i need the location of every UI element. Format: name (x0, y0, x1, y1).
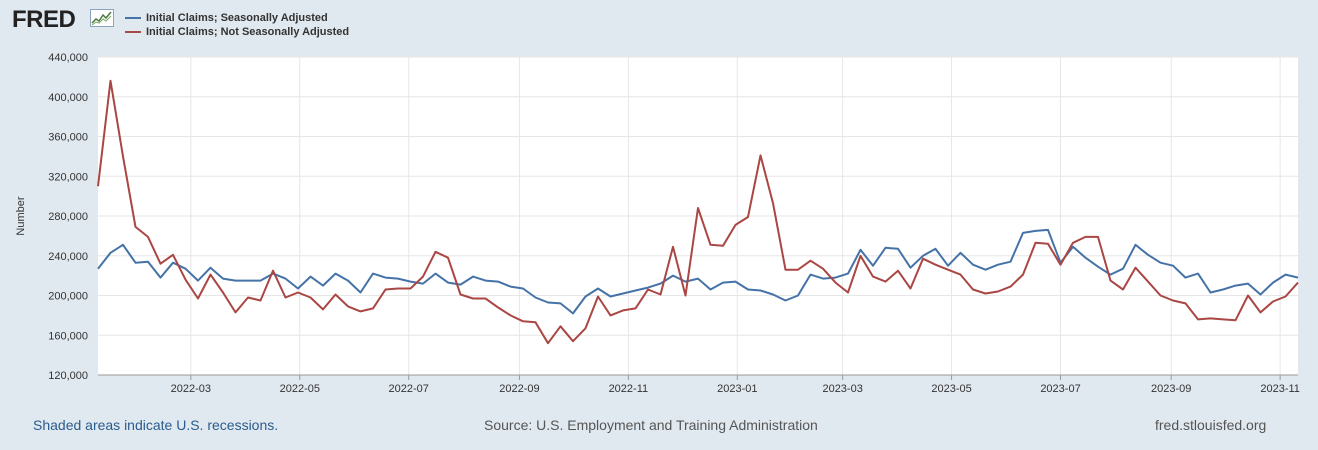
y-axis: 120,000 160,000 200,000 240,000 280,000 320,0… (48, 52, 88, 382)
x-tick-label: 2023-11 (1260, 383, 1300, 395)
y-tick-label: 400,000 (48, 92, 88, 104)
legend-label: Initial Claims; Not Seasonally Adjusted (146, 26, 350, 38)
source-text: Source: U.S. Employment and Training Adm… (484, 417, 818, 433)
sparkline-chart-icon (90, 9, 114, 27)
legend-swatch (125, 31, 141, 33)
line-chart[interactable]: 120,000 160,000 200,000 240,000 280,000 320,0… (0, 0, 1318, 410)
x-tick-label: 2022-09 (499, 383, 539, 395)
y-tick-label: 160,000 (48, 330, 88, 342)
x-tick-label: 2022-11 (609, 383, 649, 395)
site-link[interactable]: fred.stlouisfed.org (1155, 417, 1267, 433)
x-tick-label: 2022-07 (389, 383, 429, 395)
y-tick-label: 280,000 (48, 211, 88, 223)
y-tick-label: 120,000 (48, 370, 88, 382)
x-tick-label: 2023-03 (822, 383, 862, 395)
x-tick-label: 2022-03 (171, 383, 211, 395)
recession-note: Shaded areas indicate U.S. recessions. (33, 417, 279, 433)
legend-item-seasonally-adjusted[interactable]: Initial Claims; Seasonally Adjusted (125, 11, 349, 25)
fred-logo[interactable]: FRED (12, 6, 76, 33)
x-tick-label: 2023-09 (1151, 383, 1191, 395)
legend-label: Initial Claims; Seasonally Adjusted (146, 12, 328, 24)
x-tick-label: 2023-07 (1040, 383, 1080, 395)
y-tick-label: 240,000 (48, 251, 88, 263)
x-axis: 2022-03 2022-05 2022-07 2022-09 2022-11 2023-… (98, 374, 1300, 395)
x-tick-label: 2022-05 (280, 383, 320, 395)
series-line-not-seasonally-adjusted[interactable] (97, 79, 1299, 345)
x-tick-label: 2023-05 (931, 383, 971, 395)
series-lines (97, 79, 1299, 345)
y-tick-label: 360,000 (48, 132, 88, 144)
y-tick-label: 200,000 (48, 291, 88, 303)
y-axis-label: Number (15, 196, 27, 235)
x-tick-label: 2023-01 (717, 383, 757, 395)
series-line-seasonally-adjusted[interactable] (97, 228, 1299, 315)
legend-swatch (125, 17, 141, 19)
header: FRED Initial Claims; Seasonally Adjusted… (0, 0, 1318, 48)
gridlines (98, 56, 1298, 376)
y-tick-label: 320,000 (48, 171, 88, 183)
y-tick-label: 440,000 (48, 52, 88, 64)
legend: Initial Claims; Seasonally Adjusted Init… (125, 11, 349, 39)
legend-item-not-seasonally-adjusted[interactable]: Initial Claims; Not Seasonally Adjusted (125, 25, 349, 39)
